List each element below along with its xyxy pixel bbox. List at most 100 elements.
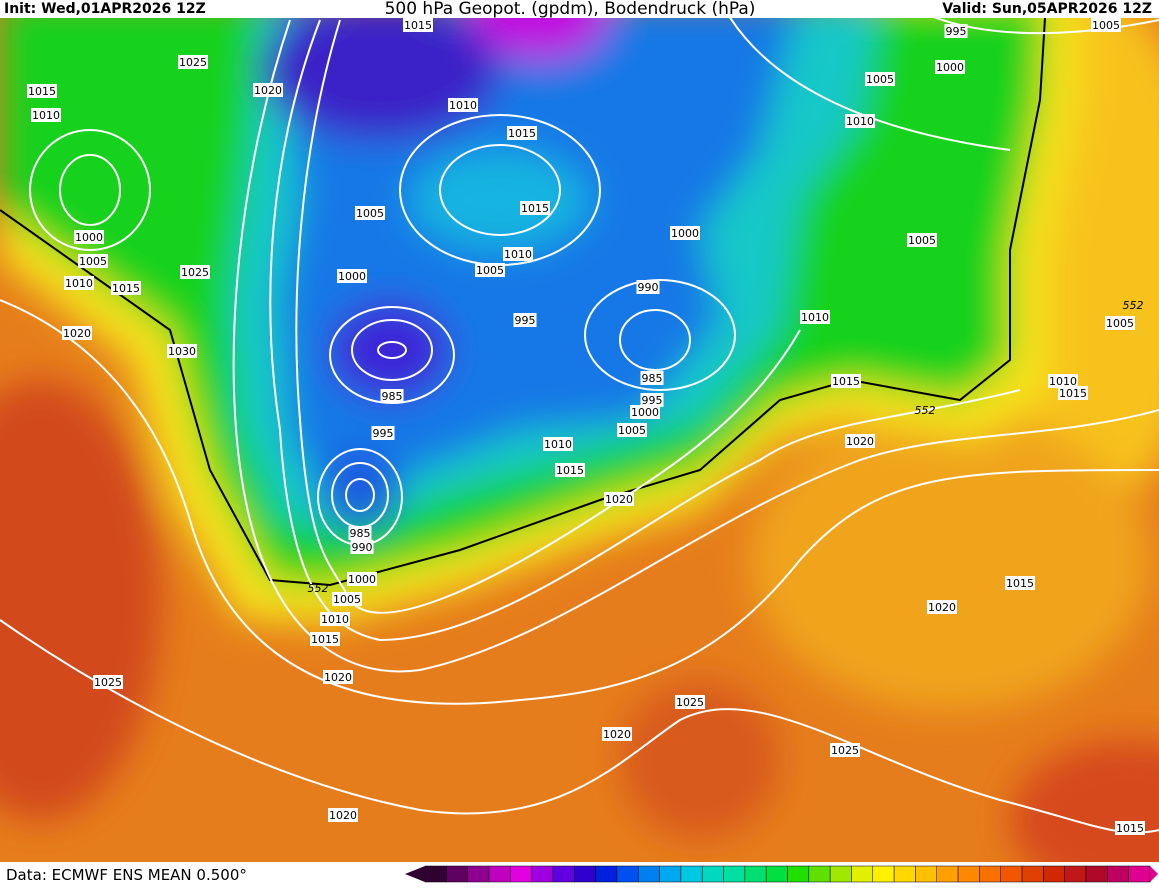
isobar-label: 1020: [603, 728, 631, 741]
isobar-label-box: [180, 265, 210, 279]
isobar-label: 1000: [75, 231, 103, 244]
map-title: 500 hPa Geopot. (gpdm), Bodendruck (hPa): [385, 0, 756, 19]
color-bar-cell: [488, 865, 511, 883]
isobar-label: 1005: [618, 424, 646, 437]
color-bar-cell: [1085, 865, 1108, 883]
color-bar-cell: [510, 865, 532, 883]
color-bar-cell: [1021, 865, 1044, 883]
isobar-label: 1010: [449, 99, 477, 112]
isobar-label-box: [93, 675, 123, 689]
color-bar-cell: [893, 865, 916, 883]
isobar-label-box: [617, 423, 647, 437]
color-bar-cell: [552, 865, 575, 883]
isobar-label-box: [907, 233, 937, 247]
color-bar-cell: [1000, 865, 1023, 883]
isobar-label-box: [675, 695, 705, 709]
color-bar-cell: [531, 865, 554, 883]
color-bar-cell: [915, 865, 938, 883]
color-bar-cell: [829, 865, 852, 883]
isobar-label: 1005: [476, 264, 504, 277]
isobar-label: 1010: [1049, 375, 1077, 388]
isobar-label: 1015: [311, 633, 339, 646]
isobar-label-box: [27, 84, 57, 98]
isobar-label-box: [323, 670, 353, 684]
isobar-label-box: [111, 281, 141, 295]
color-bar-cell: [467, 865, 490, 883]
isobar-label: 1010: [321, 613, 349, 626]
isobar-label: 1025: [94, 676, 122, 689]
isobar-label-box: [555, 463, 585, 477]
isobar-label: 1020: [324, 671, 352, 684]
isobar-label: 1025: [831, 744, 859, 757]
color-bar-cell: [1107, 865, 1129, 883]
isobar-label-box: [1115, 821, 1145, 835]
isobar-label-box: [167, 344, 197, 358]
isobar-label-box: [636, 280, 660, 294]
isobar-label-box: [602, 727, 632, 741]
isobar-label: 1005: [908, 234, 936, 247]
isobar-label: 1000: [348, 573, 376, 586]
isobar-label: 1015: [521, 202, 549, 215]
color-bar-cell: [872, 865, 895, 883]
color-bar-cell: [808, 865, 831, 883]
isobar-label: 995: [373, 427, 394, 440]
isobar-label: 1015: [556, 464, 584, 477]
isobar-label-box: [62, 326, 92, 340]
color-bar-cell: [595, 865, 618, 883]
color-bar-cell: [659, 865, 682, 883]
isobar-label: 1005: [866, 73, 894, 86]
color-bar-cell: [637, 865, 660, 883]
isobar-label-box: [347, 572, 377, 586]
isobar-label: 1015: [28, 85, 56, 98]
color-bar-cell: [616, 865, 639, 883]
isobar-label-box: [31, 108, 61, 122]
isobar-label-box: [337, 269, 367, 283]
isobar-label: 985: [350, 527, 371, 540]
color-bar-cell: [1064, 865, 1087, 883]
isobar-label-box: [800, 310, 830, 324]
isobar-label: 1000: [671, 227, 699, 240]
isobar-label-box: [74, 230, 104, 244]
isobar-label-box: [403, 18, 433, 32]
color-bar-cell: [936, 865, 959, 883]
init-time: Init: Wed,01APR2026 12Z: [4, 1, 206, 17]
isobar-label-box: [380, 389, 404, 403]
isobar-label-box: [253, 83, 283, 97]
data-source: Data: ECMWF ENS MEAN 0.500°: [6, 866, 247, 884]
isobar-label-box: [830, 743, 860, 757]
isobar-label: 1005: [1106, 317, 1134, 330]
isobar-label: 1020: [63, 327, 91, 340]
isobar-label: 1020: [329, 809, 357, 822]
isobar-label-box: [845, 114, 875, 128]
isobar-label-box: [543, 437, 573, 451]
isobar-label-box: [64, 276, 94, 290]
header-bar: [0, 0, 1159, 18]
color-bar-cell: [1043, 865, 1065, 883]
color-bar-cell: [744, 865, 767, 883]
isobar-label-box: [1058, 386, 1088, 400]
isobar-label-box: [1005, 576, 1035, 590]
color-bar-cell: [787, 865, 810, 883]
color-bar-cell: [851, 865, 874, 883]
isobar-label-box: [927, 600, 957, 614]
isobar-label-box: [448, 98, 478, 112]
color-bar-cell: [446, 865, 468, 883]
labels: 1015102510201015101010101015101510051010…: [27, 18, 1145, 835]
isobar-label-box: [503, 247, 533, 261]
color-bar-cell: [680, 865, 703, 883]
isobar-label-box: [350, 540, 374, 554]
isobar-label-box: [520, 201, 550, 215]
color-bar-cell: [979, 865, 1001, 883]
isobar-label-box: [640, 393, 664, 407]
isobar-label: 1010: [32, 109, 60, 122]
isobar-label-box: [640, 371, 664, 385]
isobar-label-box: [831, 374, 861, 388]
isobar-label: 1015: [1059, 387, 1087, 400]
isobar-label: 1010: [504, 248, 532, 261]
isobar-label: 995: [946, 25, 967, 38]
isobar-label: 1005: [1092, 19, 1120, 32]
isobar-label-box: [355, 206, 385, 220]
isobar-label-box: [507, 126, 537, 140]
isobar-label: 1015: [112, 282, 140, 295]
